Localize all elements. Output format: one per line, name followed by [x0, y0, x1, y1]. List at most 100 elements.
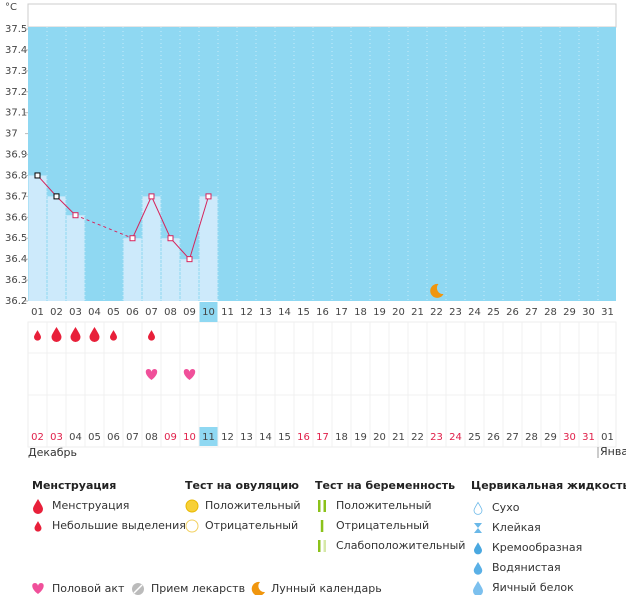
icon-bars-light [318, 540, 326, 552]
legend-title: Цервикальная жидкость [471, 479, 626, 492]
icon-part [110, 330, 117, 341]
date-label: 01 [601, 432, 614, 443]
x-tick-label: 09 [183, 307, 196, 318]
legend-label: Отрицательный [336, 519, 429, 532]
x-tick-label: 21 [411, 307, 424, 318]
date-label: 02 [31, 432, 44, 443]
icon-drop-small [110, 330, 117, 341]
y-tick-label: 36.2 [5, 296, 27, 307]
date-label: 19 [354, 432, 367, 443]
icon-part [323, 500, 326, 512]
temperature-point [72, 212, 79, 219]
y-tick-label: 36.4 [5, 254, 27, 265]
icon-pill [132, 583, 144, 595]
y-tick-label: 37.2 [5, 87, 27, 98]
x-tick-label: 08 [164, 307, 177, 318]
icon-circle-yellow [185, 499, 199, 513]
legend-label: Положительный [336, 499, 432, 512]
icon-part [323, 540, 326, 552]
icon-part [34, 330, 41, 341]
date-label: 18 [335, 432, 348, 443]
legend-title: Тест на овуляцию [185, 479, 299, 492]
date-label: 11 [202, 432, 215, 443]
month-label: Декабрь [28, 446, 77, 459]
icon-circle-outline [185, 519, 199, 533]
x-tick-label: 22 [430, 307, 443, 318]
icon-part [32, 583, 44, 594]
date-label: 21 [392, 432, 405, 443]
icon-drop-small [148, 330, 155, 341]
icon-drop-mid [474, 542, 482, 555]
x-tick-label: 03 [69, 307, 82, 318]
selected-day [199, 302, 218, 322]
icon-part [318, 500, 321, 512]
legend-label: Водянистая [492, 561, 561, 574]
date-label: 14 [259, 432, 272, 443]
icon-drop-small [34, 521, 42, 532]
date-label: 22 [411, 432, 424, 443]
gap-connector [75, 214, 133, 239]
temperature-bar [66, 215, 85, 301]
date-label: 23 [430, 432, 443, 443]
temperature-bar [28, 175, 47, 301]
legend-title: Тест на беременность [315, 479, 455, 492]
temperature-bar [47, 196, 66, 301]
x-tick-label: 26 [506, 307, 519, 318]
date-label: 27 [506, 432, 519, 443]
icon-drop-outline [473, 501, 483, 515]
icon-drop-small [34, 330, 41, 341]
icon-part [145, 369, 158, 380]
icon-drop-round [473, 581, 483, 595]
date-label: 20 [373, 432, 386, 443]
y-axis-label: °C [5, 2, 17, 13]
date-label: 08 [145, 432, 158, 443]
date-label: 03 [50, 432, 63, 443]
date-label: 09 [164, 432, 177, 443]
legend-title: Менструация [32, 479, 116, 492]
x-tick-label: 30 [582, 307, 595, 318]
x-tick-label: 13 [259, 307, 272, 318]
icon-part [474, 542, 482, 555]
y-tick-label: 37.4 [5, 45, 27, 56]
x-tick-label: 02 [50, 307, 63, 318]
symbols-area [27, 321, 617, 448]
icon-part [474, 523, 482, 533]
temperature-point [167, 235, 174, 242]
temperature-point [34, 172, 41, 179]
x-tick-label: 04 [88, 307, 101, 318]
date-label: 10 [183, 432, 196, 443]
legend-label: Кремообразная [492, 541, 582, 554]
y-tick-label: 37.3 [5, 66, 27, 77]
icon-moon [430, 283, 444, 298]
date-label: 04 [69, 432, 82, 443]
icon-bar-one [320, 520, 324, 532]
date-label: 24 [449, 432, 462, 443]
temperature-point [186, 256, 193, 263]
plot-background [28, 27, 616, 301]
temperature-point [129, 235, 136, 242]
x-tick-label: 19 [373, 307, 386, 318]
x-tick-label: 24 [468, 307, 481, 318]
legend-label: Лунный календарь [271, 582, 382, 595]
date-label: 28 [525, 432, 538, 443]
y-tick-label: 36.8 [5, 170, 27, 181]
icon-part [148, 330, 155, 341]
x-tick-label: 25 [487, 307, 500, 318]
icon-heart [183, 369, 196, 380]
icon-drop-big [33, 499, 43, 514]
icon-part [89, 327, 100, 342]
month-label: Янва [600, 445, 626, 458]
y-tick-label: 36.5 [5, 233, 27, 244]
x-tick-label: 17 [335, 307, 348, 318]
x-tick-label: 06 [126, 307, 139, 318]
icon-part [51, 327, 62, 342]
icon-bars-two [318, 500, 326, 512]
y-tick-label: 36.9 [5, 150, 27, 161]
icon-heart [145, 369, 158, 380]
y-tick-label: 37.5 [5, 24, 27, 35]
legend-label: Прием лекарств [151, 582, 245, 595]
legend-label: Менструация [52, 499, 129, 512]
plot-top [27, 3, 617, 28]
icon-part [33, 499, 43, 514]
